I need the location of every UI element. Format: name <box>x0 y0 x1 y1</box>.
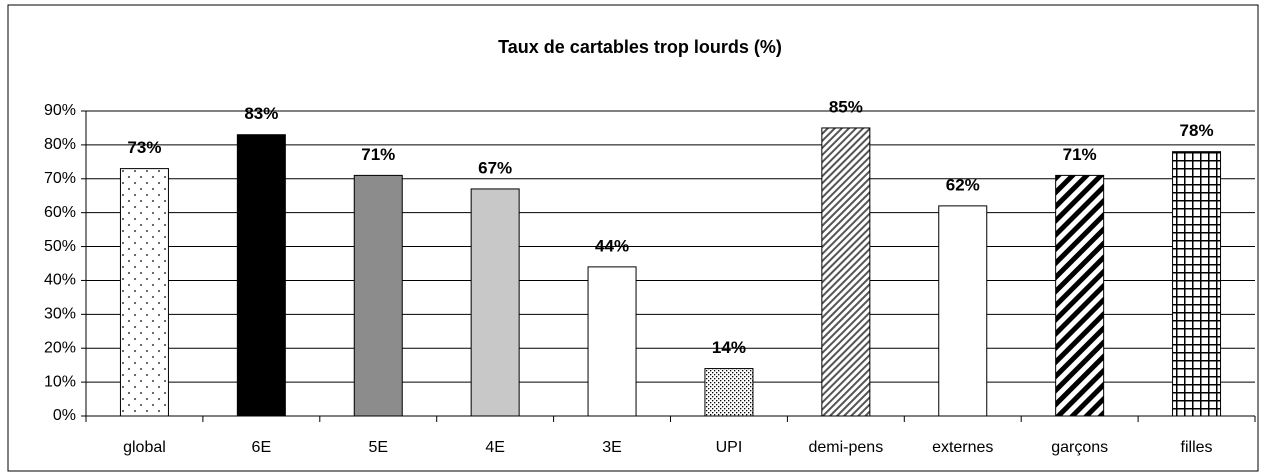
bar <box>938 205 988 417</box>
value-label: 71% <box>1063 145 1097 164</box>
y-tick-label: 0% <box>53 407 76 424</box>
y-tick-label: 80% <box>44 136 76 153</box>
y-tick-label: 70% <box>44 170 76 187</box>
y-tick-label: 10% <box>44 373 76 390</box>
x-tick-label: garçons <box>1051 439 1108 456</box>
x-tick-label: filles <box>1181 439 1213 456</box>
value-label: 71% <box>361 145 395 164</box>
bar <box>1172 151 1222 417</box>
value-label: 67% <box>478 158 512 177</box>
y-tick-label: 50% <box>44 238 76 255</box>
bar <box>1055 174 1105 417</box>
chart-title: Taux de cartables trop lourds (%) <box>498 37 782 57</box>
y-tick-label: 20% <box>44 339 76 356</box>
x-tick-label: 3E <box>602 439 622 456</box>
bar <box>470 188 520 417</box>
x-tick-label: 5E <box>368 439 388 456</box>
bar <box>704 368 754 417</box>
value-label: 44% <box>595 236 629 255</box>
value-label: 14% <box>712 338 746 357</box>
value-label: 62% <box>946 175 980 194</box>
x-tick-label: UPI <box>716 439 743 456</box>
x-tick-label: 4E <box>485 439 505 456</box>
value-label: 85% <box>829 97 863 116</box>
y-tick-label: 90% <box>44 102 76 119</box>
x-tick-label: global <box>123 439 166 456</box>
y-tick-label: 30% <box>44 306 76 323</box>
bar <box>821 127 871 417</box>
x-tick-label: externes <box>932 439 993 456</box>
value-label: 78% <box>1180 121 1214 140</box>
x-tick-label: 6E <box>252 439 272 456</box>
bar <box>119 168 169 417</box>
value-label: 83% <box>244 104 278 123</box>
bar <box>587 266 637 417</box>
value-label: 73% <box>127 138 161 157</box>
y-tick-label: 40% <box>44 272 76 289</box>
bar <box>236 134 286 417</box>
bar <box>353 174 403 417</box>
x-tick-label: demi-pens <box>808 439 883 456</box>
y-tick-label: 60% <box>44 204 76 221</box>
